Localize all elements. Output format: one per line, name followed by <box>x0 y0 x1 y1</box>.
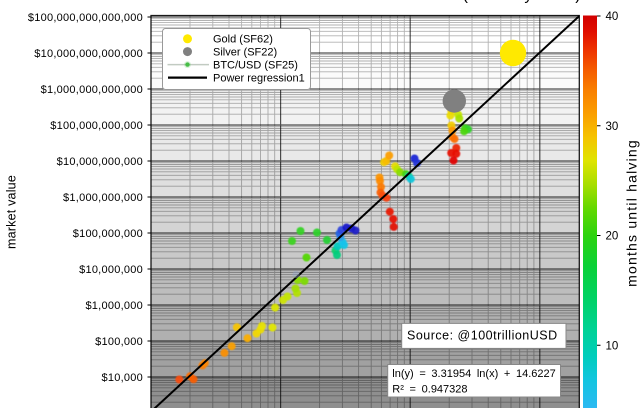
svg-text:$10,000,000,000: $10,000,000,000 <box>57 156 143 168</box>
svg-text:40: 40 <box>606 11 619 23</box>
svg-text:Source: @100trillionUSD: Source: @100trillionUSD <box>407 328 558 342</box>
svg-text:10: 10 <box>606 340 619 352</box>
svg-text:BTC/USD (SF25): BTC/USD (SF25) <box>213 59 298 71</box>
svg-text:$1,000,000,000,000: $1,000,000,000,000 <box>41 84 143 96</box>
svg-text:$1,000,000: $1,000,000 <box>85 300 143 312</box>
svg-text:ln(y) = 3.31954 ln(x) + 14.622: ln(y) = 3.31954 ln(x) + 14.6227 <box>392 368 555 380</box>
svg-text:$100,000,000,000,000: $100,000,000,000,000 <box>28 12 143 24</box>
svg-text:Power regression1: Power regression1 <box>213 72 305 84</box>
svg-text:$100,000,000,000: $100,000,000,000 <box>50 120 143 132</box>
svg-text:Silver (SF22): Silver (SF22) <box>213 46 277 58</box>
svg-text:market value: market value <box>5 175 19 249</box>
svg-text:R² = 0.947328: R² = 0.947328 <box>392 383 467 395</box>
svg-text:30: 30 <box>606 121 619 133</box>
svg-text:20: 20 <box>606 231 619 243</box>
svg-text:$10,000,000: $10,000,000 <box>79 264 143 276</box>
svg-text:$10,000,000,000,000: $10,000,000,000,000 <box>34 48 143 60</box>
svg-text:months until halving: months until halving <box>624 139 640 287</box>
svg-text:$1,000,000,000: $1,000,000,000 <box>63 192 143 204</box>
svg-text:$100,000,000: $100,000,000 <box>73 228 143 240</box>
svg-text:Gold (SF62): Gold (SF62) <box>213 34 273 46</box>
svg-text:$10,000: $10,000 <box>101 372 143 384</box>
svg-text:Bitcoin: market value vs stock: Bitcoin: market value vs stock-to-flow (… <box>148 0 582 4</box>
svg-text:$100,000: $100,000 <box>95 336 143 348</box>
